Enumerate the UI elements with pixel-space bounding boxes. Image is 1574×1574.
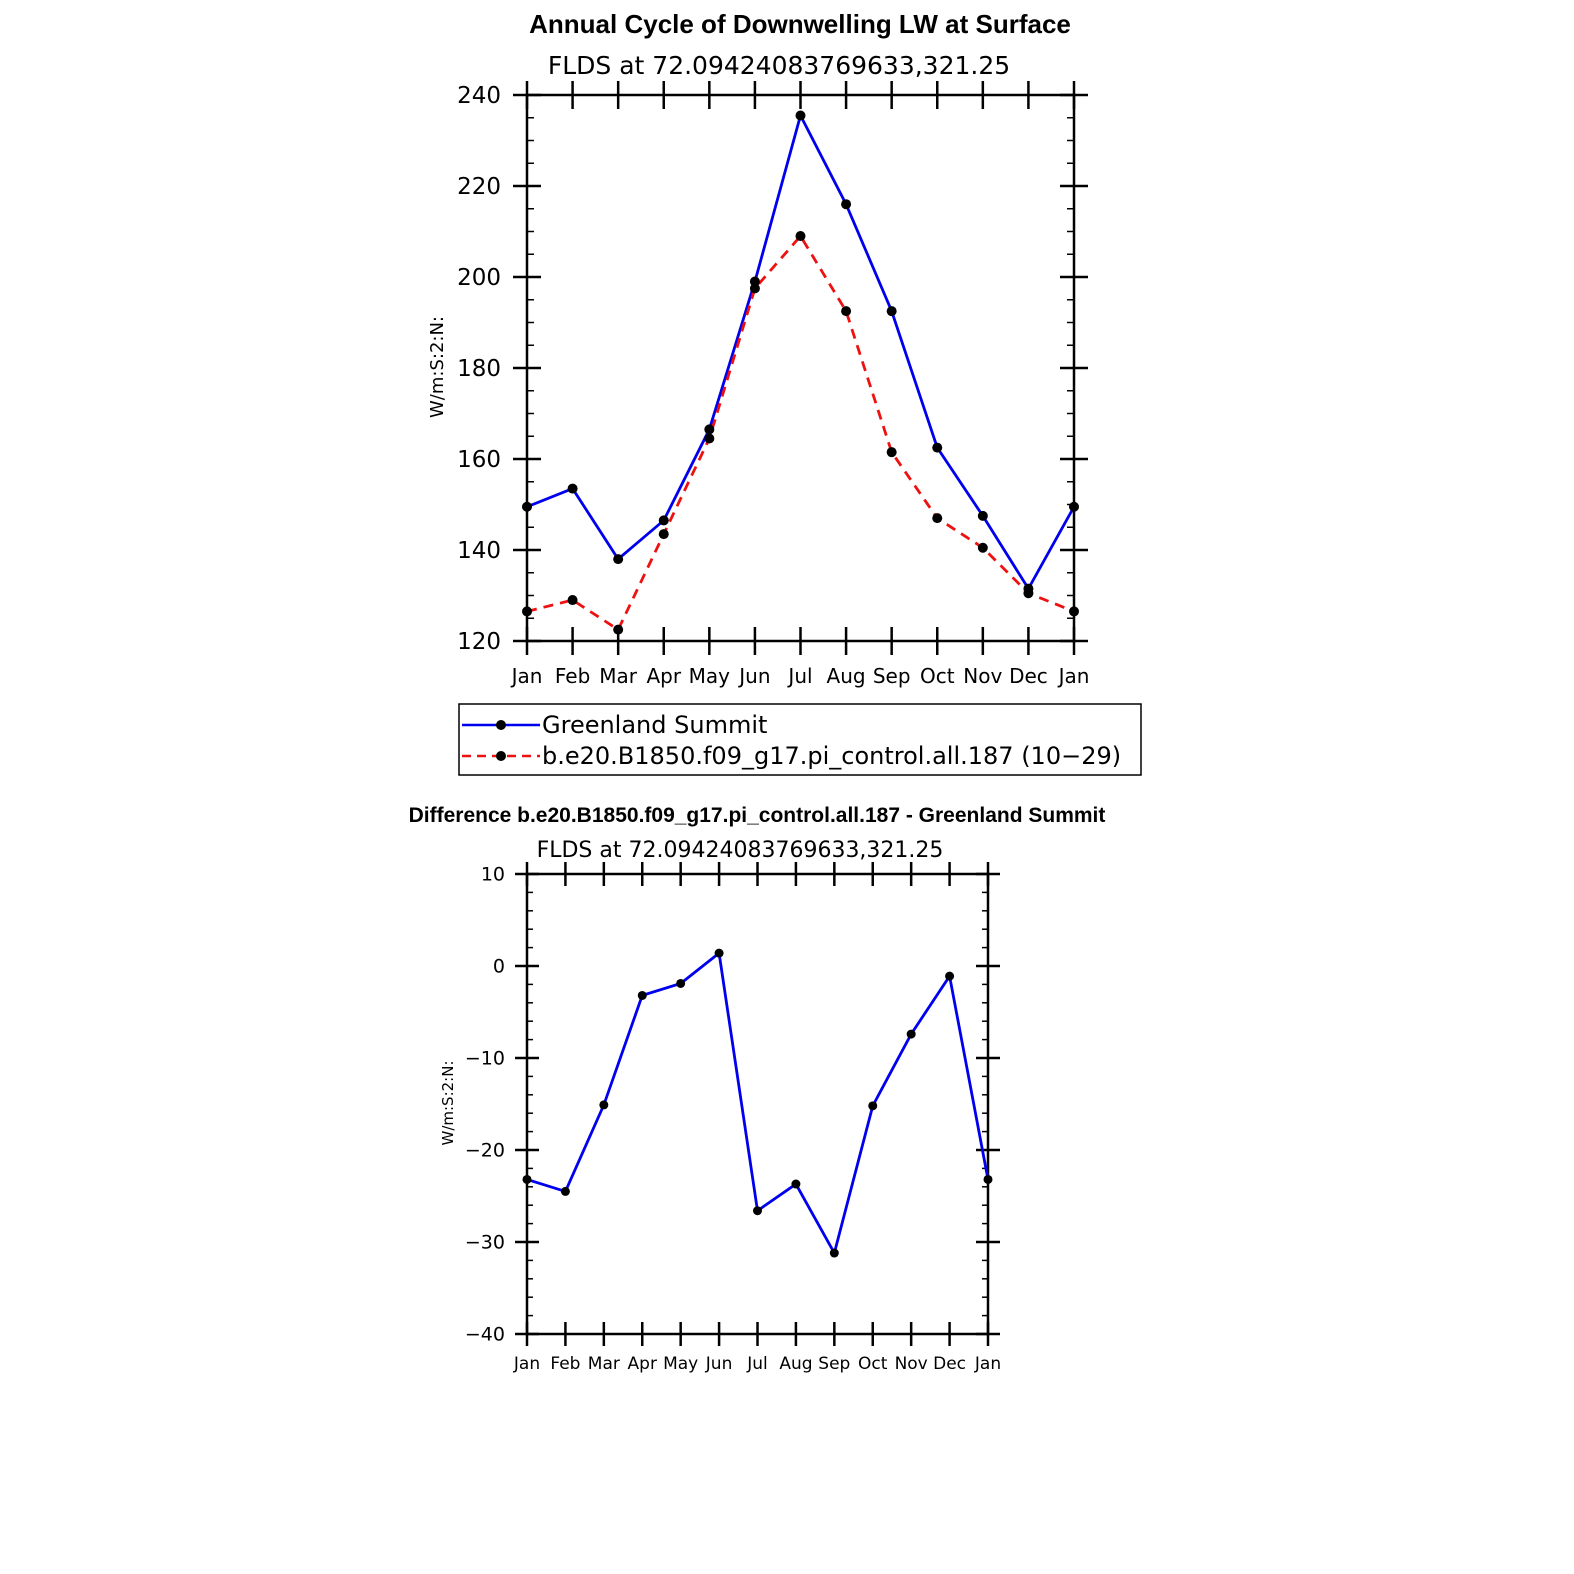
x-tick-label: Apr xyxy=(646,664,681,688)
y-tick-label: 220 xyxy=(457,174,501,200)
legend-label-model: b.e20.B1850.f09_g17.pi_control.all.187 (… xyxy=(542,742,1121,770)
y-tick-label: 200 xyxy=(457,265,501,291)
x-tick-label: Feb xyxy=(550,1354,580,1374)
series-0-point xyxy=(1069,501,1079,512)
y-tick-label: 180 xyxy=(457,356,501,382)
legend-marker-greenland xyxy=(496,720,506,730)
series-line-1 xyxy=(526,233,1075,632)
series-1-point xyxy=(1069,606,1079,617)
x-tick-label: Aug xyxy=(827,664,866,688)
x-tick-label: Dec xyxy=(1009,664,1048,688)
y-tick-label: −30 xyxy=(465,1232,505,1254)
plot-frame xyxy=(525,872,990,1336)
series-0-point xyxy=(983,1174,993,1184)
series-0-point xyxy=(906,1029,916,1039)
x-tick-label: Sep xyxy=(818,1354,850,1374)
bottom-chart-axes: Jan Feb Mar Apr May Jun Jul Aug Sep Oct Nov Dec Jan−… xyxy=(465,862,1001,1374)
y-tick-label: −20 xyxy=(465,1140,505,1162)
series-1-point xyxy=(704,433,715,444)
series-1-point xyxy=(977,542,988,553)
series-0-point xyxy=(841,199,852,210)
series-0-point xyxy=(637,990,647,1000)
series-1-point xyxy=(613,624,624,635)
bottom-chart-ylabel: W/m:S:2:N: xyxy=(439,1061,457,1146)
plot-frame xyxy=(525,93,1076,643)
series-1-point xyxy=(886,447,897,458)
x-tick-label: Mar xyxy=(599,664,638,688)
series-line-0 xyxy=(526,111,1076,592)
series-0-point xyxy=(522,1174,532,1184)
x-tick-label: Mar xyxy=(588,1354,620,1374)
series-0-point xyxy=(829,1248,839,1258)
legend-marker-model xyxy=(496,751,506,761)
top-chart-subtitle: FLDS at 72.09424083769633,321.25 xyxy=(548,51,1010,80)
legend-label-greenland: Greenland Summit xyxy=(542,711,767,739)
series-1-point xyxy=(932,513,943,524)
bottom-chart-marks xyxy=(522,948,993,1258)
series-0-point xyxy=(791,1179,801,1189)
top-chart-marks xyxy=(522,110,1079,635)
x-tick-label: Jul xyxy=(786,664,812,688)
series-1-point xyxy=(841,306,852,317)
x-tick-label: Dec xyxy=(933,1354,966,1374)
bottom-chart-subtitle: FLDS at 72.09424083769633,321.25 xyxy=(537,838,944,863)
x-tick-label: Nov xyxy=(895,1354,928,1374)
series-0-point xyxy=(704,424,715,435)
y-tick-label: 10 xyxy=(481,864,505,886)
x-tick-label: Oct xyxy=(920,664,955,688)
series-1-point xyxy=(795,231,806,242)
bottom-chart-title: Difference b.e20.B1850.f09_g17.pi_contro… xyxy=(409,804,1106,827)
series-0-point xyxy=(886,306,897,317)
series-0-point xyxy=(945,971,955,981)
y-tick-label: −10 xyxy=(465,1048,505,1070)
top-chart: Annual Cycle of Downwelling LW at Surfac… xyxy=(427,9,1089,688)
series-0-point xyxy=(567,483,578,494)
series-0-point xyxy=(932,442,943,453)
series-1-point xyxy=(749,283,760,294)
series-1-point xyxy=(658,529,669,540)
x-tick-label: Jan xyxy=(510,664,543,688)
series-0-point xyxy=(522,501,532,512)
series-0-point xyxy=(868,1101,878,1111)
x-tick-label: Jun xyxy=(705,1354,733,1374)
x-tick-label: Aug xyxy=(779,1354,812,1374)
series-0-point xyxy=(795,110,806,121)
y-tick-label: 240 xyxy=(457,83,501,109)
series-1-point xyxy=(1023,588,1034,599)
y-tick-label: 0 xyxy=(493,956,505,978)
top-chart-title: Annual Cycle of Downwelling LW at Surfac… xyxy=(529,9,1071,39)
x-tick-label: Oct xyxy=(858,1354,888,1374)
series-1-point xyxy=(522,606,532,617)
x-tick-label: Sep xyxy=(873,664,911,688)
x-tick-label: May xyxy=(663,1354,698,1374)
x-tick-label: Jun xyxy=(737,664,770,688)
legend-box xyxy=(458,703,1142,776)
y-tick-label: 160 xyxy=(457,447,501,473)
x-tick-label: Jan xyxy=(1057,664,1090,688)
legend: Greenland Summit b.e20.B1850.f09_g17.pi_… xyxy=(458,703,1142,776)
y-tick-label: 120 xyxy=(457,629,501,655)
series-0-point xyxy=(613,554,624,565)
series-0-point xyxy=(977,510,988,521)
x-tick-label: Jan xyxy=(974,1354,1001,1374)
y-tick-label: −40 xyxy=(465,1324,505,1346)
series-1-point xyxy=(567,595,578,606)
series-0-point xyxy=(658,515,669,526)
x-tick-label: Jan xyxy=(513,1354,540,1374)
series-0-point xyxy=(753,1206,762,1216)
series-0-point xyxy=(714,948,724,958)
x-tick-label: Apr xyxy=(628,1354,657,1374)
x-tick-label: Jul xyxy=(746,1354,768,1374)
top-chart-axes: Jan Feb Mar Apr May Jun Jul Aug Sep Oct Nov Dec Jan 1… xyxy=(457,81,1089,688)
series-0-point xyxy=(599,1100,609,1110)
series-0-point xyxy=(560,1186,570,1196)
x-tick-label: Nov xyxy=(963,664,1002,688)
top-chart-ylabel: W/m:S:2:N: xyxy=(427,316,448,418)
bottom-chart: Difference b.e20.B1850.f09_g17.pi_contro… xyxy=(409,804,1106,1374)
series-0-point xyxy=(676,978,686,988)
y-tick-label: 140 xyxy=(457,538,501,564)
x-tick-label: Feb xyxy=(555,664,590,688)
x-tick-label: May xyxy=(689,664,731,688)
